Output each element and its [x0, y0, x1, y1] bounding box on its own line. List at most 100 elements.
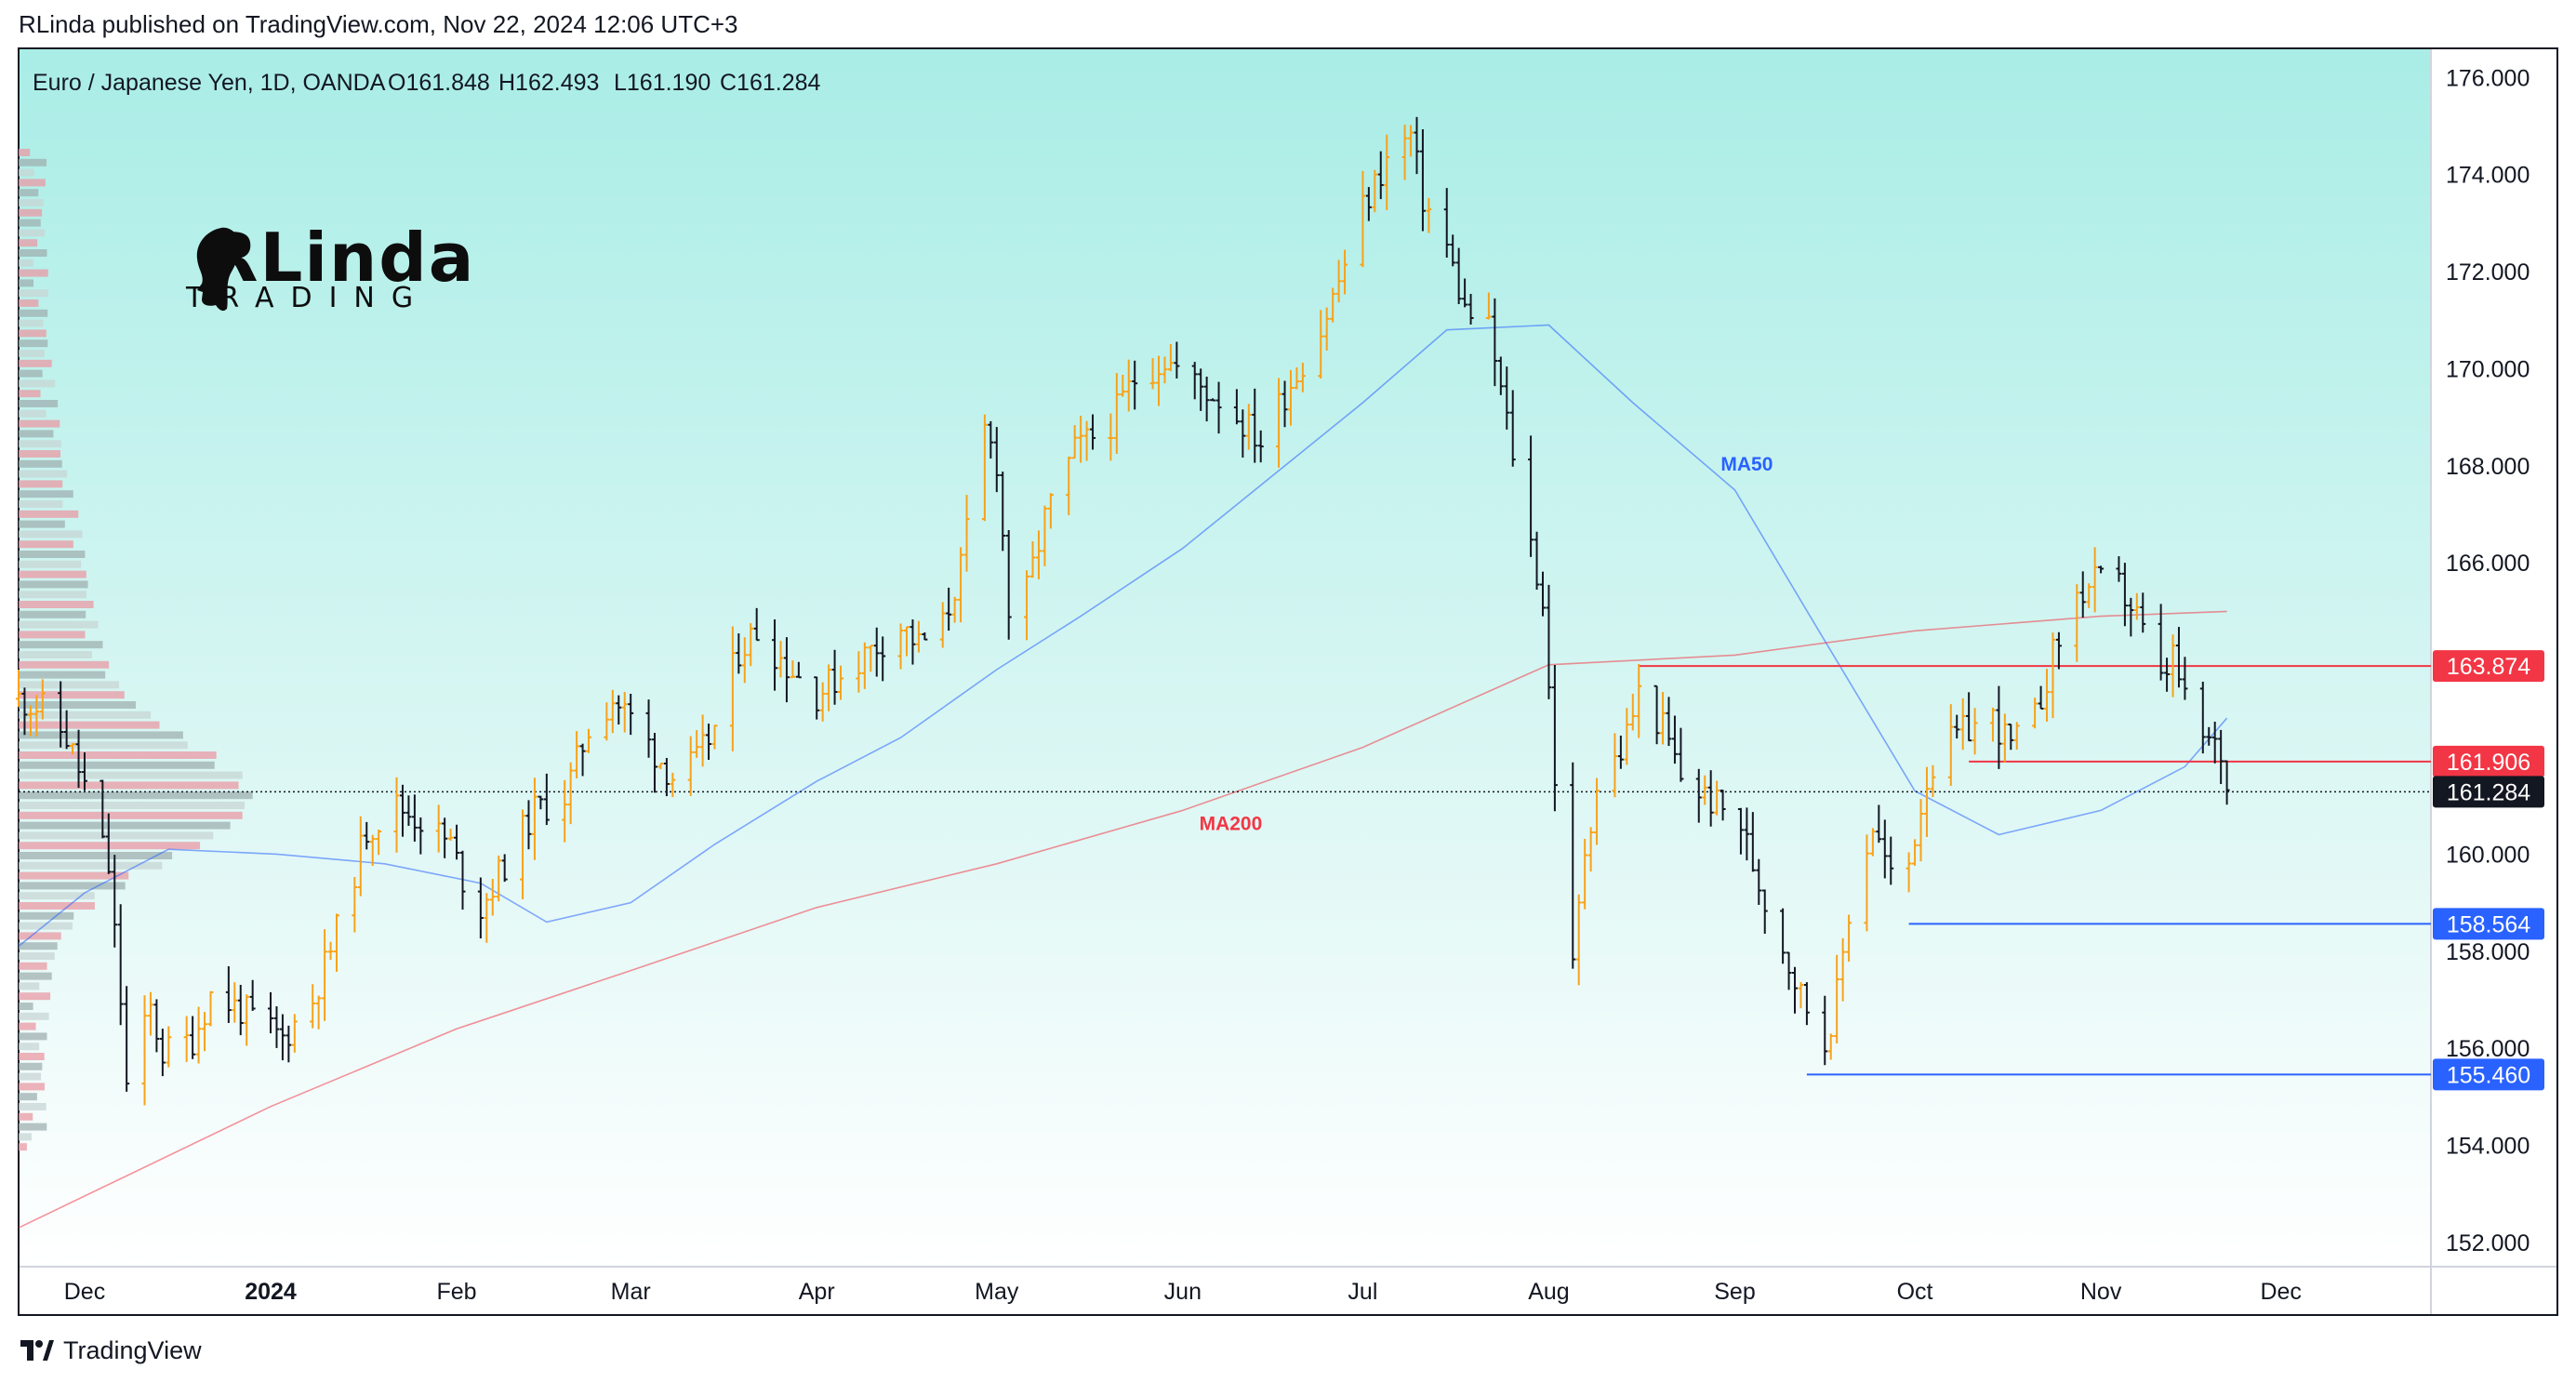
ohlc-bar: [225, 966, 232, 1023]
volume-profile-bar: [19, 942, 58, 950]
ohlc-bar: [1546, 584, 1552, 699]
volume-profile-bar: [19, 731, 183, 739]
ohlc-bar: [459, 850, 466, 910]
volume-profile-bar: [19, 450, 61, 458]
volume-profile-bar: [19, 480, 63, 488]
ohlc-bar: [1660, 692, 1666, 745]
ohlc-bar: [1551, 664, 1558, 812]
ohlc-bar: [1528, 435, 1534, 557]
ohlc-bar: [1083, 420, 1090, 461]
ohlc-bar: [1617, 735, 1624, 769]
ohlc-bar: [477, 877, 484, 938]
ohlc-bar: [657, 762, 664, 770]
ohlc-bar: [58, 681, 64, 748]
ohlc-bar: [2170, 634, 2176, 698]
ohlc-bar: [249, 979, 256, 1011]
ohlc-bar: [1737, 807, 1744, 855]
ohlc-bar: [1162, 356, 1168, 384]
ma200-line: [18, 610, 2227, 1229]
volume-profile-bar: [19, 1032, 47, 1041]
volume-profile-bar: [19, 390, 41, 398]
ohlc-bar: [2086, 583, 2092, 608]
ohlc-bar: [454, 824, 460, 860]
svg-text:Euro / Japanese Yen, 1D, OANDA: Euro / Japanese Yen, 1D, OANDA O161.848 …: [33, 70, 821, 96]
ohlc-bar: [915, 620, 922, 653]
ohlc-bar: [411, 794, 418, 842]
brand-title: RLinda: [206, 219, 475, 297]
volume-profile-bar: [19, 540, 73, 549]
ohlc-bar: [364, 821, 370, 850]
volume-profile-bar: [19, 299, 39, 307]
ohlc-bar: [741, 637, 748, 684]
ohlc-bar: [399, 784, 405, 837]
ohlc-bar: [33, 695, 40, 737]
volume-profile-bar: [19, 520, 65, 528]
volume-profile-bar: [19, 369, 43, 378]
ohlc-bar: [369, 834, 376, 866]
ohlc-bar: [1905, 852, 1912, 893]
ohlc-bar: [586, 728, 592, 753]
ohlc-bar: [2140, 592, 2146, 633]
ohlc-bar: [484, 893, 490, 943]
ohlc-bar: [1233, 389, 1240, 425]
ohlc-bar: [1066, 456, 1072, 515]
time-axis[interactable]: Dec 2024 Feb Mar Apr May Jun Jul Aug Sep Oct Nov Dec: [64, 1279, 2302, 1305]
support-2-tag: [2433, 1058, 2544, 1091]
ohlc-bar: [1000, 472, 1006, 551]
ohlc-bar: [2206, 726, 2212, 746]
ohlc-bar: [21, 687, 28, 736]
ohlc-bar: [1707, 770, 1714, 827]
ohlc-bar: [777, 641, 784, 678]
ohlc-bar: [1120, 375, 1126, 397]
volume-profile-bar: [19, 249, 47, 257]
volume-profile-bar: [19, 922, 73, 930]
ohlc-bar: [63, 710, 70, 750]
volume-profile-bar: [19, 721, 160, 729]
ohlc-bar: [1252, 388, 1258, 463]
ohlc-bar: [2013, 722, 2020, 751]
ohlc-bar: [1756, 858, 1762, 905]
ohlc-bars: [16, 116, 2230, 1106]
ohlc-bar: [75, 729, 82, 789]
ohlc-bar: [1372, 169, 1378, 213]
ohlc-bar: [112, 855, 118, 948]
support-1-tag: [2433, 908, 2544, 940]
ohlc-bar: [946, 587, 952, 631]
ohlc-bar: [1636, 664, 1642, 738]
ohlc-bar: [1281, 380, 1288, 428]
volume-profile-bar: [19, 911, 74, 920]
ohlc-bar: [1156, 355, 1162, 406]
ohlc-bar: [1930, 764, 1936, 798]
ohlc-bar: [195, 1006, 202, 1064]
volume-profile-bar: [19, 651, 92, 658]
ohlc-bar: [435, 804, 442, 853]
ohlc-bar: [670, 772, 676, 797]
price-tick-label: 172.000: [2446, 259, 2530, 286]
ohlc-bar: [501, 854, 508, 883]
resistance-2-tag-label: 161.906: [2447, 750, 2530, 776]
ohlc-bar: [1954, 714, 1960, 739]
ohlc-bar: [315, 995, 322, 1030]
volume-profile-bar: [19, 350, 45, 357]
ohlc-bar: [1323, 307, 1330, 352]
ohlc-bar: [826, 664, 832, 711]
volume-profile-bar: [19, 500, 63, 508]
tradingview-logo-icon: [20, 1340, 54, 1361]
volume-profile-bar: [19, 741, 188, 750]
ohlc-bar: [958, 547, 964, 623]
support-2-tag-label: 155.460: [2447, 1062, 2530, 1088]
ohlc-bar: [1090, 414, 1096, 450]
ohlc-bar: [1330, 287, 1336, 323]
ohlc-bar: [1678, 727, 1684, 782]
volume-profile-bar: [19, 289, 48, 298]
volume-profile-bar: [19, 620, 99, 629]
volume-profile-bar: [19, 279, 33, 287]
ohlc-bar: [1257, 430, 1264, 463]
ohlc-bar: [2121, 563, 2128, 627]
ohlc-bar: [1846, 914, 1852, 963]
ohlc-bar: [333, 913, 339, 972]
ohlc-bar: [988, 420, 994, 459]
chart[interactable]: MA50 MA200 RLinda TRADING Euro / Japanese…: [0, 0, 2576, 1319]
ohlc-bar: [153, 999, 160, 1053]
ohlc-bar: [1587, 827, 1594, 872]
